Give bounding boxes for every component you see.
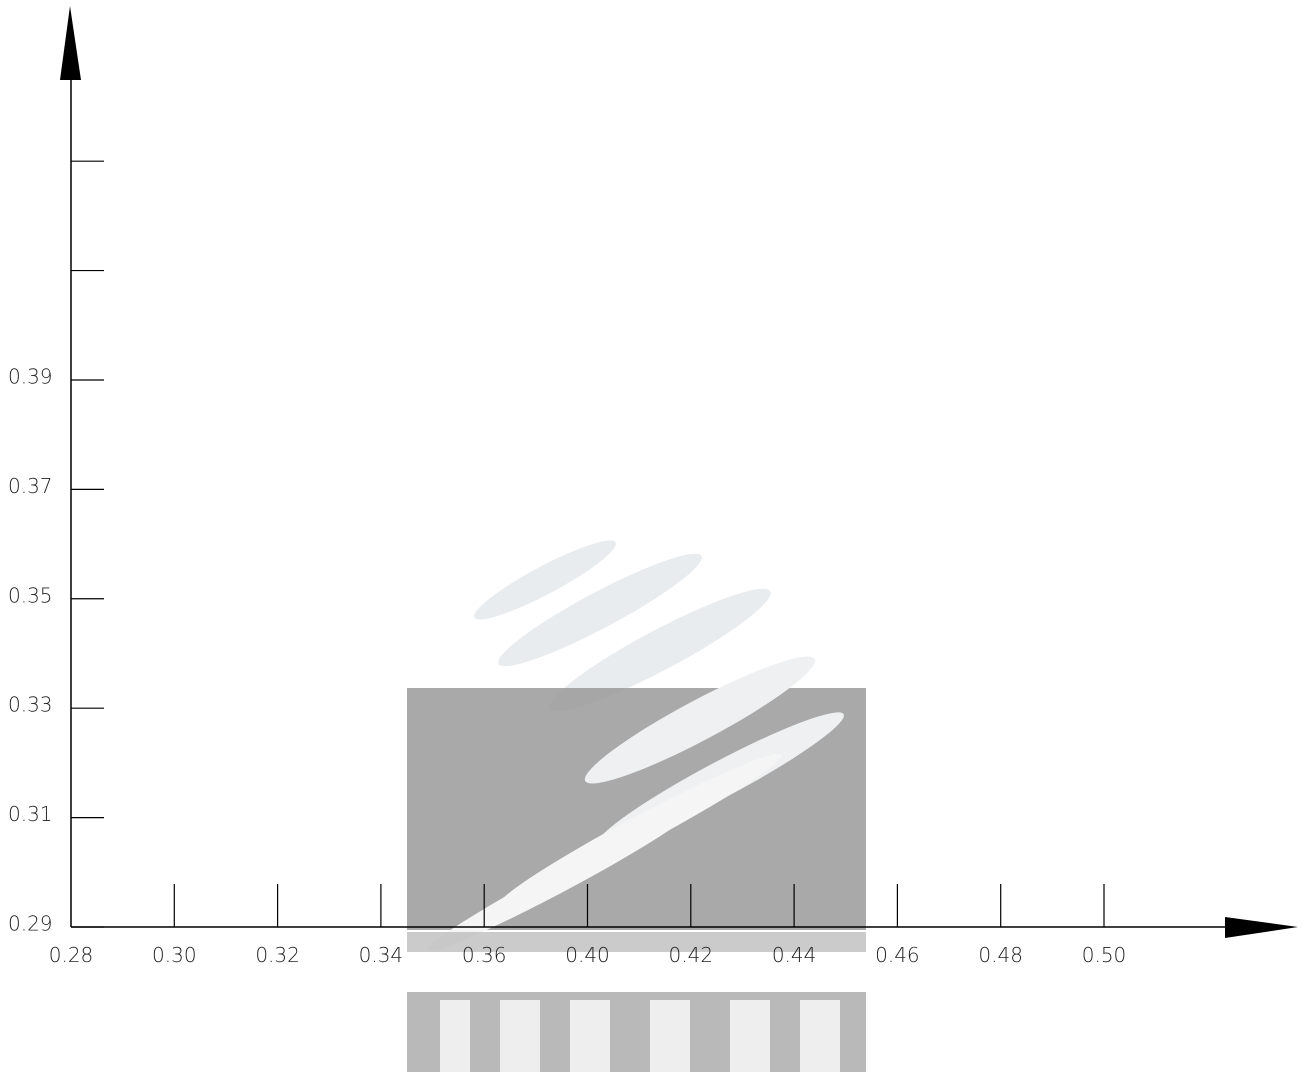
x-tick-label: 0.42 (669, 943, 714, 967)
x-tick-label: 0.44 (772, 943, 817, 967)
y-tick-label: 0.29 (8, 912, 53, 936)
x-tick-label: 0.50 (1082, 943, 1127, 967)
x-tick-label: 0.46 (875, 943, 920, 967)
y-tick-label: 0.35 (8, 583, 53, 607)
y-axis-arrow (60, 6, 81, 80)
x-tick-label: 0.30 (152, 943, 197, 967)
x-tick-label: 0.48 (978, 943, 1023, 967)
page: {"chart_data": {"type": "axes", "categor… (0, 0, 1304, 1072)
x-tick-label: 0.28 (49, 943, 94, 967)
y-tick-label: 0.33 (8, 693, 53, 717)
x-tick-label: 0.36 (462, 943, 507, 967)
x-axis-arrow (1225, 917, 1298, 938)
background-image (407, 530, 866, 1072)
y-tick-label: 0.31 (8, 802, 53, 826)
x-tick-label: 0.32 (255, 943, 300, 967)
y-tick-label: 0.37 (8, 474, 53, 498)
chart: 0.28 0.30 0.32 0.34 0.36 0.40 0.42 0.44 0.46 0.48… (0, 0, 1304, 1072)
x-tick-label: 0.34 (359, 943, 404, 967)
x-tick-label: 0.40 (565, 943, 610, 967)
y-tick-label: 0.39 (8, 364, 53, 388)
